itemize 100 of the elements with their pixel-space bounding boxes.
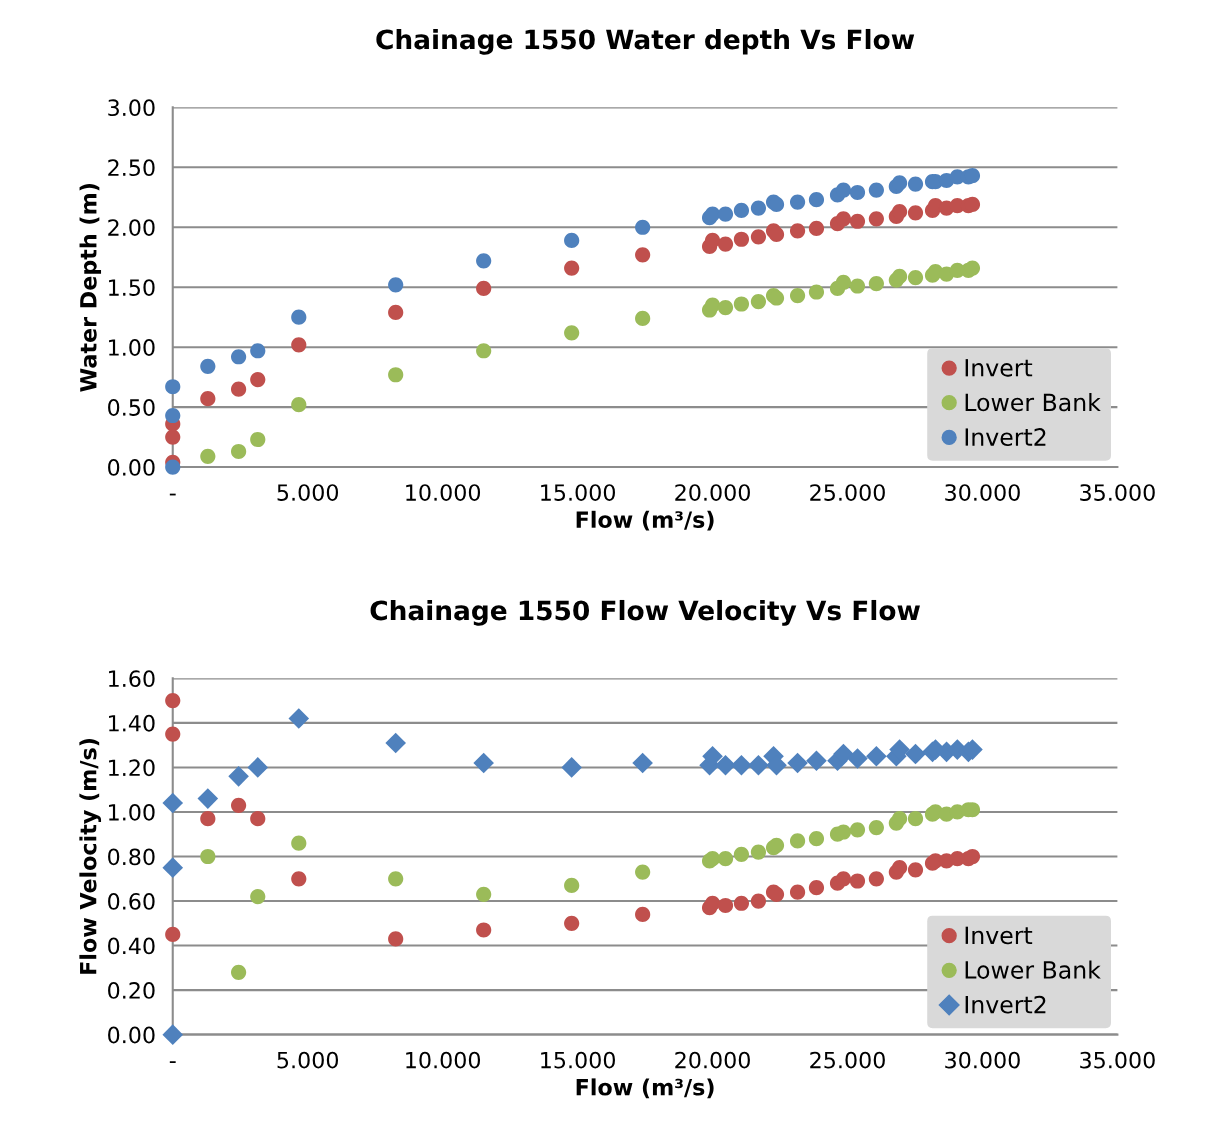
- point: [733, 296, 750, 312]
- point: [750, 893, 767, 909]
- point: [200, 811, 216, 827]
- point: [907, 811, 924, 827]
- point: [808, 831, 825, 847]
- legend-label: Invert2: [965, 995, 1046, 1014]
- point: [808, 220, 825, 237]
- point: [230, 381, 247, 397]
- point: [230, 443, 247, 460]
- point: [200, 391, 216, 407]
- y-tick-label: 1.00: [109, 803, 155, 821]
- point: [635, 906, 651, 923]
- point: [717, 897, 734, 914]
- point: [717, 236, 734, 252]
- point: [907, 270, 924, 286]
- x-tick-label: 10.000: [406, 484, 481, 501]
- point: [787, 752, 808, 774]
- y-tick-label: 3.00: [108, 99, 155, 117]
- x-tick-label: 35.000: [1080, 1051, 1155, 1069]
- y-tick-label: 0.40: [108, 937, 155, 955]
- point: [564, 325, 580, 341]
- point: [162, 792, 184, 814]
- x-tick-label: 5.000: [277, 484, 339, 501]
- point: [849, 213, 866, 229]
- point: [476, 343, 492, 359]
- point: [388, 277, 404, 293]
- point: [891, 811, 908, 827]
- x-axis-title: Flow (m³/s): [576, 510, 714, 531]
- y-tick-label: 1.60: [109, 670, 155, 688]
- point: [750, 294, 767, 310]
- point: [228, 766, 249, 787]
- point: [847, 748, 868, 769]
- y-tick-label: 1.40: [109, 714, 155, 732]
- x-axis-title: Flow (m³/s): [576, 1078, 714, 1099]
- point: [868, 276, 884, 292]
- point: [789, 194, 806, 210]
- point: [704, 232, 721, 249]
- point: [704, 206, 721, 222]
- point: [200, 848, 216, 865]
- point: [789, 223, 806, 239]
- point: [635, 247, 651, 263]
- point: [907, 205, 924, 221]
- point: [561, 757, 582, 778]
- y-axis-title: Flow Velocity (m/s): [79, 739, 102, 974]
- point: [868, 182, 884, 198]
- point: [385, 732, 406, 754]
- point: [891, 204, 908, 220]
- point: [868, 211, 884, 227]
- point: [388, 304, 404, 320]
- point: [849, 184, 866, 201]
- x-tick-label: 10.000: [406, 1051, 481, 1069]
- point: [733, 202, 750, 219]
- point: [288, 708, 310, 729]
- point: [704, 895, 721, 911]
- point: [866, 745, 887, 767]
- point: [476, 253, 492, 269]
- point: [717, 206, 734, 222]
- y-tick-label: 1.00: [109, 339, 155, 356]
- point: [230, 797, 247, 813]
- legend-label: Invert: [965, 926, 1033, 945]
- point: [564, 877, 580, 894]
- point: [291, 871, 307, 887]
- point: [748, 754, 769, 776]
- point: [250, 343, 266, 359]
- point: [250, 431, 266, 448]
- x-tick-label: 15.000: [541, 1051, 615, 1069]
- point: [715, 754, 736, 776]
- point: [230, 964, 247, 980]
- point: [165, 693, 181, 709]
- x-tick-label: 20.000: [675, 484, 750, 501]
- point: [835, 871, 852, 887]
- point: [808, 880, 825, 896]
- point: [632, 752, 653, 774]
- point: [849, 822, 866, 838]
- point: [165, 459, 181, 475]
- point: [165, 379, 181, 395]
- point: [388, 931, 404, 947]
- point: [165, 926, 181, 943]
- x-tick-label: 5.000: [277, 1051, 339, 1069]
- point: [250, 811, 266, 827]
- point: [291, 397, 307, 413]
- point: [162, 1024, 184, 1045]
- y-tick-label: 0.50: [108, 399, 155, 416]
- point: [891, 268, 908, 285]
- x-tick-label: -: [169, 1061, 176, 1064]
- point: [564, 232, 580, 249]
- point: [750, 200, 767, 216]
- y-tick-label: 1.50: [109, 279, 155, 296]
- point: [476, 280, 492, 297]
- point: [789, 288, 806, 304]
- point: [473, 752, 494, 774]
- point: [868, 819, 884, 836]
- x-tick-label: 25.000: [810, 1051, 885, 1069]
- point: [964, 848, 981, 865]
- point: [388, 367, 404, 383]
- y-tick-label: 2.50: [108, 159, 155, 177]
- point: [247, 757, 269, 778]
- point: [731, 754, 752, 776]
- point: [868, 871, 884, 887]
- point: [891, 860, 908, 876]
